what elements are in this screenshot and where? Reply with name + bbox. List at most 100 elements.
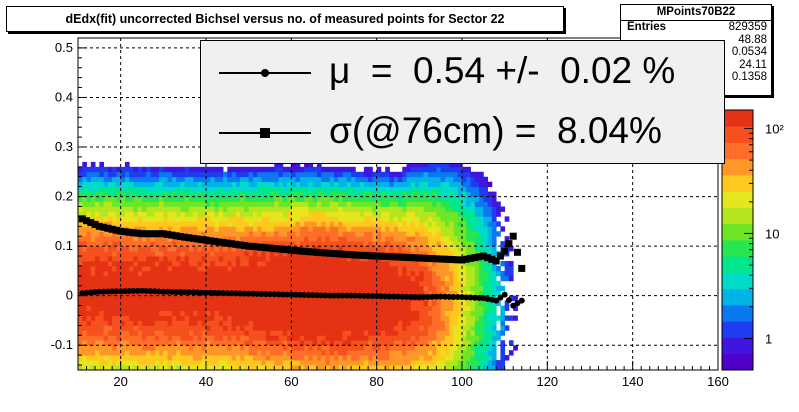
heatmap-cell bbox=[150, 295, 156, 302]
heatmap-cell bbox=[491, 265, 497, 272]
heatmap-cell bbox=[346, 226, 352, 232]
heatmap-cell bbox=[278, 325, 284, 331]
heatmap-cell bbox=[457, 305, 463, 311]
heatmap-cell bbox=[257, 186, 262, 193]
data-point-sigma bbox=[420, 254, 428, 262]
stats-row: 0.1358 bbox=[621, 71, 771, 84]
heatmap-cell bbox=[218, 325, 224, 331]
heatmap-cell bbox=[304, 270, 309, 277]
heatmap-cell bbox=[402, 360, 407, 366]
heatmap-cell bbox=[142, 360, 147, 366]
heatmap-cell bbox=[163, 335, 168, 341]
heatmap-cell bbox=[329, 320, 335, 326]
heatmap-cell bbox=[449, 241, 454, 247]
heatmap-cell bbox=[201, 191, 207, 197]
heatmap-cell bbox=[389, 280, 395, 287]
heatmap-cell bbox=[180, 265, 186, 272]
data-point-mean bbox=[254, 290, 261, 297]
heatmap-cell bbox=[201, 330, 207, 336]
heatmap-cell bbox=[124, 191, 130, 197]
heatmap-cell bbox=[406, 231, 412, 237]
heatmap-cell bbox=[107, 295, 113, 302]
heatmap-cell bbox=[124, 260, 130, 267]
heatmap-cell bbox=[312, 226, 318, 232]
heatmap-cell bbox=[325, 196, 331, 202]
heatmap-cell bbox=[444, 315, 450, 321]
data-point-sigma bbox=[454, 256, 462, 264]
heatmap-cell bbox=[95, 251, 100, 257]
heatmap-cell bbox=[129, 236, 134, 242]
heatmap-cell bbox=[440, 315, 446, 321]
heatmap-cell bbox=[167, 191, 173, 197]
heatmap-cell bbox=[188, 330, 194, 336]
heatmap-cell bbox=[308, 256, 314, 262]
heatmap-cell bbox=[274, 171, 279, 178]
data-point-mean bbox=[185, 289, 192, 296]
heatmap-cell bbox=[129, 325, 134, 331]
heatmap-cell bbox=[282, 305, 288, 311]
heatmap-cell bbox=[440, 211, 446, 217]
heatmap-cell bbox=[95, 181, 100, 188]
data-point-mean bbox=[267, 291, 273, 298]
heatmap-cell bbox=[500, 330, 506, 336]
heatmap-cell bbox=[133, 365, 139, 371]
heatmap-cell bbox=[363, 355, 369, 361]
heatmap-cell bbox=[453, 236, 459, 242]
heatmap-cell bbox=[129, 290, 134, 297]
heatmap-cell bbox=[107, 275, 113, 282]
heatmap-cell bbox=[496, 201, 501, 207]
heatmap-cell bbox=[483, 355, 488, 361]
heatmap-cell bbox=[197, 186, 203, 193]
heatmap-cell bbox=[176, 310, 181, 316]
heatmap-cell bbox=[474, 241, 480, 247]
heatmap-cell bbox=[210, 176, 215, 183]
heatmap-cell bbox=[385, 186, 390, 193]
heatmap-cell bbox=[270, 365, 275, 371]
heatmap-cell bbox=[440, 176, 446, 183]
heatmap-cell bbox=[201, 171, 207, 178]
heatmap-cell bbox=[308, 350, 314, 356]
heatmap-cell bbox=[406, 186, 412, 193]
heatmap-cell bbox=[342, 295, 348, 302]
heatmap-cell bbox=[346, 216, 352, 222]
heatmap-cell bbox=[142, 335, 147, 341]
heatmap-cell bbox=[436, 251, 442, 257]
heatmap-cell bbox=[436, 246, 442, 252]
data-point-sigma bbox=[296, 247, 304, 255]
heatmap-cell bbox=[291, 335, 296, 341]
heatmap-cell bbox=[393, 211, 399, 217]
heatmap-cell bbox=[231, 231, 237, 237]
heatmap-cell bbox=[334, 350, 339, 356]
heatmap-cell bbox=[363, 221, 369, 227]
heatmap-cell bbox=[299, 350, 305, 356]
heatmap-cell bbox=[334, 285, 339, 292]
heatmap-cell bbox=[479, 355, 484, 361]
heatmap-cell bbox=[78, 196, 83, 202]
heatmap-cell bbox=[197, 270, 203, 277]
heatmap-cell bbox=[389, 171, 395, 178]
heatmap-cell bbox=[82, 176, 87, 183]
heatmap-cell bbox=[235, 176, 241, 183]
heatmap-cell bbox=[278, 330, 284, 336]
heatmap-cell bbox=[406, 241, 412, 247]
heatmap-cell bbox=[334, 221, 339, 227]
heatmap-cell bbox=[210, 186, 215, 193]
heatmap-cell bbox=[159, 171, 164, 178]
heatmap-cell bbox=[107, 241, 113, 247]
palette-swatch bbox=[722, 142, 753, 160]
heatmap-cell bbox=[154, 176, 160, 183]
heatmap-cell bbox=[432, 360, 437, 366]
heatmap-cell bbox=[218, 365, 224, 371]
heatmap-cell bbox=[389, 285, 395, 292]
heatmap-cell bbox=[78, 330, 83, 336]
heatmap-cell bbox=[82, 300, 87, 306]
heatmap-cell bbox=[308, 365, 314, 371]
heatmap-cell bbox=[376, 285, 382, 292]
heatmap-cell bbox=[462, 365, 467, 371]
heatmap-cell bbox=[188, 251, 194, 257]
heatmap-cell bbox=[282, 221, 288, 227]
heatmap-cell bbox=[107, 256, 113, 262]
heatmap-cell bbox=[432, 241, 437, 247]
heatmap-cell bbox=[257, 365, 262, 371]
heatmap-cell bbox=[351, 186, 356, 193]
